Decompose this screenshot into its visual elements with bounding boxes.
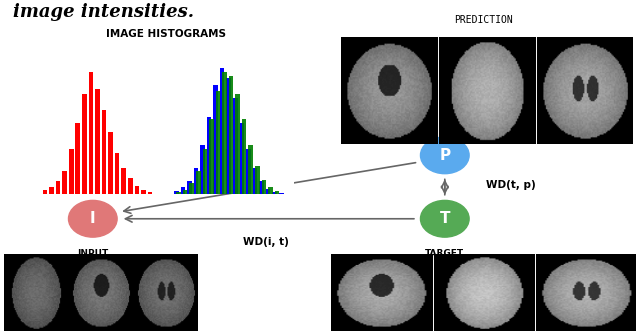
Bar [76,123,80,194]
Bar [122,168,126,194]
Text: TARGET: TARGET [425,249,465,258]
Bar [202,149,207,194]
Bar [242,120,246,194]
Bar [213,85,218,194]
Bar [227,78,231,194]
Ellipse shape [420,200,469,237]
Text: PREDICTION: PREDICTION [454,15,513,25]
Bar [246,149,251,194]
Text: I: I [90,211,95,226]
Ellipse shape [420,137,469,174]
Bar [194,168,198,194]
Bar [262,180,266,194]
Bar [102,111,106,194]
Bar [189,183,194,194]
Bar [275,191,279,194]
Text: WD(t, p): WD(t, p) [486,180,536,190]
Bar [259,181,264,194]
Ellipse shape [68,200,117,237]
Bar [141,190,146,194]
Bar [222,72,227,194]
Bar [43,190,47,194]
Bar [56,181,60,194]
Text: WD(i, t): WD(i, t) [243,237,289,247]
Bar [49,187,54,194]
Bar [82,94,86,194]
Bar [248,145,253,194]
Bar [128,178,132,194]
Bar [273,192,277,194]
Bar [174,191,179,194]
Bar [115,153,120,194]
Bar [183,190,188,194]
Bar [279,193,284,194]
Title: IMAGE HISTOGRAMS: IMAGE HISTOGRAMS [106,29,227,39]
Bar [236,94,240,194]
Text: T: T [440,211,450,226]
Bar [95,89,100,194]
Bar [220,68,225,194]
Text: WD(i, p): WD(i, p) [241,157,290,167]
Text: image intensities.: image intensities. [13,3,194,21]
Bar [216,91,220,194]
Bar [196,171,200,194]
Bar [233,98,237,194]
Bar [228,76,234,194]
Bar [62,171,67,194]
Bar [148,192,152,194]
Bar [239,123,244,194]
Bar [268,187,273,194]
Bar [266,189,271,194]
Bar [108,132,113,194]
Bar [88,72,93,194]
Bar [187,181,191,194]
Bar [253,168,257,194]
Bar [209,120,214,194]
Text: INPUT: INPUT [77,249,108,258]
Bar [207,117,211,194]
Bar [176,192,181,194]
Text: P: P [439,148,451,163]
Bar [180,187,185,194]
Bar [200,145,205,194]
Bar [134,186,139,194]
Bar [255,166,260,194]
Bar [69,149,74,194]
